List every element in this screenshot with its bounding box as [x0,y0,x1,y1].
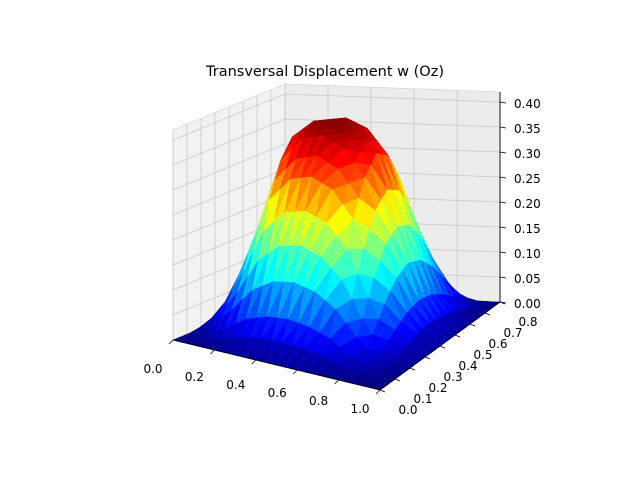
gridline-z [172,118,501,166]
y-tick-label: 0.2 [428,381,447,395]
x-tick-mark [251,359,257,365]
y-tick-mark [469,323,476,327]
z-tick-mark [499,151,507,154]
z-tick-mark [499,251,507,254]
x-axis-line [172,339,381,391]
z-tick-label: 0.00 [514,297,541,311]
z-tick-label: 0.35 [514,122,541,136]
y-tick-mark [484,312,491,316]
x-tick-label: 0.4 [226,378,245,392]
z-tick-mark [499,101,507,104]
z-tick-label: 0.30 [514,147,541,161]
x-tick-mark [168,339,174,345]
z-tick-label: 0.10 [514,247,541,261]
surface [172,117,501,391]
z-tick-label: 0.05 [514,272,541,286]
y-tick-label: 0.1 [413,392,432,406]
z-tick-label: 0.15 [514,222,541,236]
x-tick-mark [334,379,339,385]
chart-title: Transversal Displacement w (Oz) [206,64,444,80]
y-tick-mark [409,367,416,371]
x-tick-label: 1.0 [350,402,369,416]
x-tick-label: 0.8 [309,394,328,408]
z-tick-label: 0.20 [514,197,541,211]
z-tick-mark [499,126,507,129]
z-tick-mark [499,276,507,279]
z-ticks: 0.00 0.05 0.10 0.15 0.20 0.25 0.30 0.35 0.40 [499,97,541,311]
y-tick-mark [379,389,386,393]
x-tick-mark [210,349,215,355]
z-tick-label: 0.25 [514,172,541,186]
y-tick-label: 0.7 [503,326,522,340]
y-tick-mark [439,345,446,349]
z-tick-mark [499,301,507,304]
z-tick-mark [499,226,507,229]
x-tick-label: 0.0 [143,362,162,376]
z-tick-mark [499,176,507,179]
y-tick-label: 0.5 [473,348,492,362]
x-tick-mark [375,389,381,395]
y-ticks: 0.00.10.20.30.40.50.60.70.8 [379,301,538,417]
x-ticks: 0.0 0.2 0.4 0.6 0.8 1.0 [143,339,381,416]
y-tick-mark [454,334,461,338]
y-tick-label: 0.8 [518,315,537,329]
y-tick-mark [394,378,401,382]
x-tick-label: 0.6 [268,386,287,400]
y-tick-label: 0.3 [443,370,462,384]
y-tick-label: 0.0 [398,403,417,417]
gridline-z [172,93,501,141]
gridline-z [172,143,501,191]
y-tick-mark [424,356,431,360]
y-tick-label: 0.6 [488,337,507,351]
y-tick-label: 0.4 [458,359,477,373]
z-tick-label: 0.40 [514,97,541,111]
x-tick-label: 0.2 [185,370,204,384]
z-tick-mark [499,201,507,204]
x-tick-mark [292,369,298,375]
